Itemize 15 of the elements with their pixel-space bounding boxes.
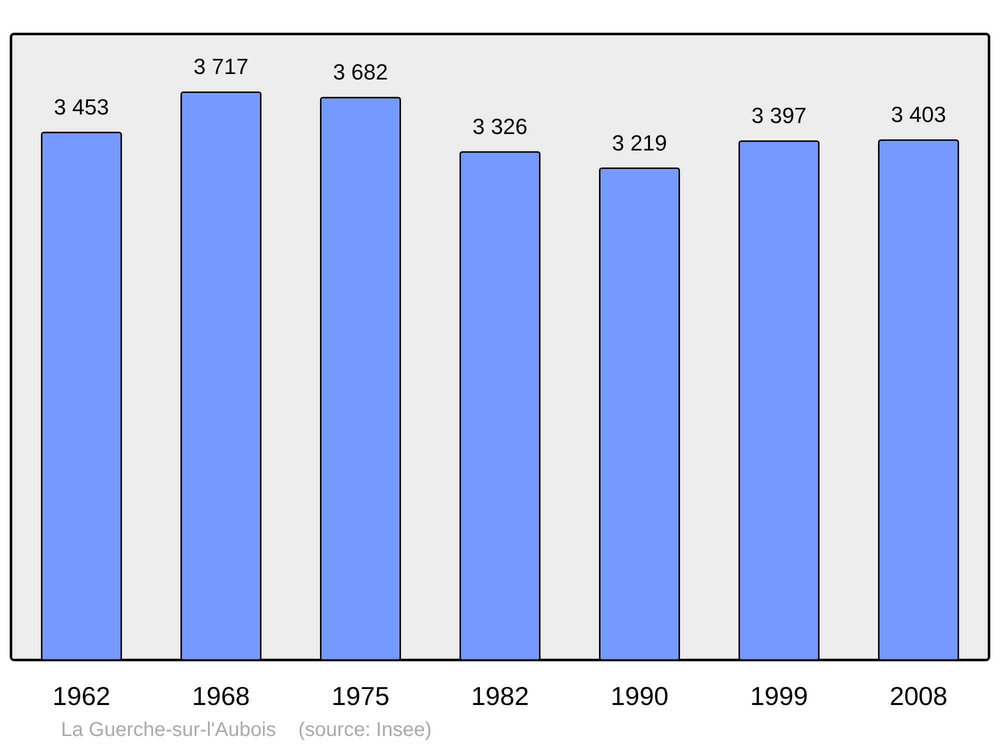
data-label: 3 403 [891, 102, 946, 128]
data-label: 3 397 [752, 103, 807, 128]
data-label: 3 453 [54, 94, 109, 120]
data-label: 3 717 [193, 54, 248, 80]
data-label: 3 326 [472, 114, 528, 139]
x-tick-label: 1982 [471, 681, 529, 711]
x-tick-label: 1999 [750, 681, 808, 711]
x-tick-label: 1962 [52, 681, 110, 711]
x-tick-label: 1975 [332, 681, 390, 711]
text: La Guerche-sur-l'Aubois (source: Insee) [61, 719, 432, 741]
data-label: 3 219 [612, 130, 668, 156]
x-tick-label: 1968 [192, 681, 250, 711]
x-tick-label: 2008 [890, 681, 948, 711]
data-label: 3 682 [332, 60, 388, 85]
x-tick-label: 1990 [610, 681, 668, 711]
